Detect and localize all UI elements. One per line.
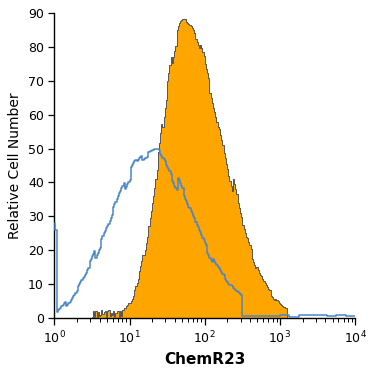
Y-axis label: Relative Cell Number: Relative Cell Number: [8, 92, 22, 239]
X-axis label: ChemR23: ChemR23: [164, 352, 245, 367]
